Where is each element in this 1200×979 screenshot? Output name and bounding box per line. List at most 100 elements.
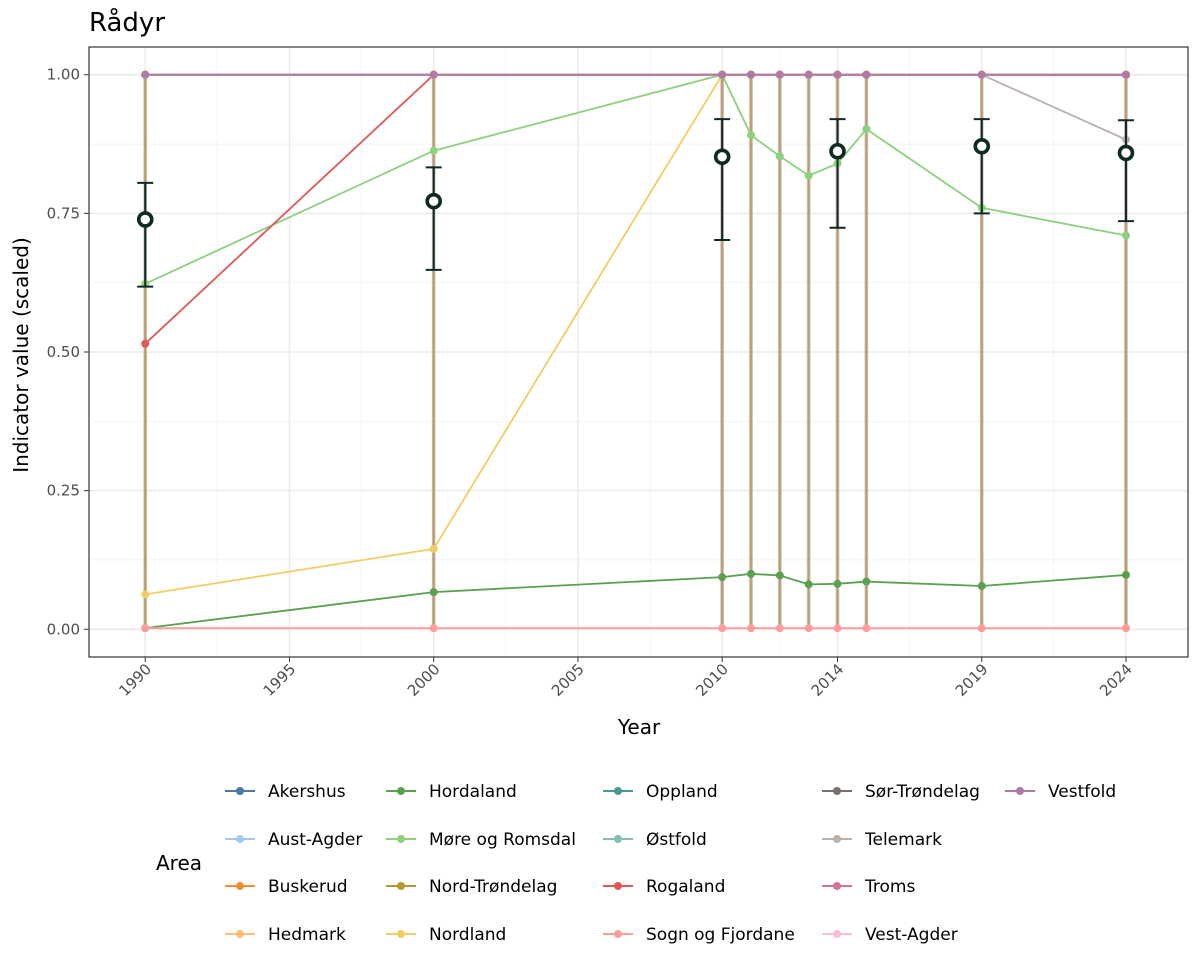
aggregate-point bbox=[973, 137, 991, 155]
legend-item: Hedmark bbox=[225, 925, 346, 945]
series-point bbox=[977, 582, 986, 591]
legend-item: Troms bbox=[822, 877, 915, 897]
aggregate-point bbox=[425, 192, 442, 210]
legend-key-point bbox=[833, 882, 841, 890]
chart-title: Rådyr bbox=[89, 7, 165, 38]
series-point bbox=[775, 152, 784, 161]
legend-label: Rogaland bbox=[646, 877, 725, 897]
legend-label: Hordaland bbox=[429, 782, 517, 802]
series-point bbox=[775, 571, 784, 580]
series-point bbox=[862, 624, 871, 633]
legend-key-point bbox=[614, 882, 622, 890]
legend-item: Nordland bbox=[386, 925, 506, 945]
x-axis-label: Year bbox=[617, 715, 661, 739]
legend-label: Buskerud bbox=[268, 877, 348, 897]
legend-item: Sogn og Fjordane bbox=[603, 925, 795, 945]
legend-item: Telemark bbox=[822, 830, 942, 850]
legend-key-point bbox=[833, 787, 841, 795]
legend-key-point bbox=[833, 835, 841, 843]
legend-label: Vest-Agder bbox=[865, 925, 958, 945]
y-tick-label: 1.00 bbox=[47, 66, 80, 84]
x-tick-label: 2000 bbox=[404, 660, 444, 700]
x-tick-label: 2014 bbox=[808, 660, 848, 700]
series-point bbox=[746, 70, 755, 79]
series-point bbox=[804, 624, 813, 633]
legend-label: Akershus bbox=[268, 782, 346, 802]
series-point bbox=[1121, 231, 1130, 240]
legend-key-point bbox=[236, 882, 244, 890]
series-point bbox=[833, 70, 842, 79]
y-tick-label: 0.75 bbox=[47, 204, 80, 222]
legend: Akershus Aust-Agder Buskerud Hedmark Hordala… bbox=[225, 782, 1116, 945]
legend-item: Østfold bbox=[603, 830, 707, 850]
series-point bbox=[1121, 70, 1130, 79]
legend-key-point bbox=[614, 835, 622, 843]
series-point bbox=[977, 624, 986, 633]
series-point bbox=[862, 70, 871, 79]
series-point bbox=[141, 624, 150, 633]
legend-key-point bbox=[397, 882, 405, 890]
legend-item: Buskerud bbox=[225, 877, 348, 897]
x-tick-label: 2024 bbox=[1096, 660, 1136, 700]
series-point bbox=[429, 544, 438, 553]
legend-item: Aust-Agder bbox=[225, 830, 362, 850]
series-point bbox=[1121, 570, 1130, 579]
y-tick-label: 0.50 bbox=[47, 343, 80, 361]
series-point bbox=[1121, 624, 1130, 633]
series-point bbox=[141, 70, 150, 79]
legend-key-point bbox=[614, 787, 622, 795]
legend-label: Aust-Agder bbox=[268, 830, 362, 850]
legend-label: Nordland bbox=[429, 925, 506, 945]
series-point bbox=[429, 146, 438, 155]
aggregate-point bbox=[829, 142, 846, 160]
series-point bbox=[775, 624, 784, 633]
plot-layer: 0.00 0.25 0.50 0.75 1.00 1990 1995 2000 2005 2010… bbox=[47, 46, 1189, 700]
legend-key-point bbox=[1016, 787, 1024, 795]
legend-key-point bbox=[614, 930, 622, 938]
legend-key-point bbox=[397, 835, 405, 843]
legend-label: Hedmark bbox=[268, 925, 346, 945]
series-line bbox=[145, 572, 1127, 630]
series-point bbox=[862, 577, 871, 586]
series-point bbox=[429, 588, 438, 597]
legend-label: Østfold bbox=[646, 830, 707, 850]
series-point bbox=[718, 70, 727, 79]
series-point bbox=[746, 624, 755, 633]
legend-item: Hordaland bbox=[386, 782, 517, 802]
series-point bbox=[862, 125, 871, 134]
legend-label: Sogn og Fjordane bbox=[646, 925, 795, 945]
series-point bbox=[775, 70, 784, 79]
y-axis-label: Indicator value (scaled) bbox=[9, 237, 33, 473]
legend-label: Møre og Romsdal bbox=[429, 830, 576, 850]
series-point bbox=[718, 624, 727, 633]
legend-key-point bbox=[833, 930, 841, 938]
series-point bbox=[746, 569, 755, 578]
legend-key-point bbox=[236, 787, 244, 795]
series-line bbox=[144, 73, 1127, 285]
aggregate-point bbox=[1117, 144, 1135, 162]
series-point bbox=[746, 131, 755, 140]
series-point bbox=[977, 70, 986, 79]
legend-key-point bbox=[236, 835, 244, 843]
legend-item: Vestfold bbox=[1005, 782, 1116, 802]
x-tick-label: 2010 bbox=[692, 660, 732, 700]
x-tick-label: 2019 bbox=[952, 660, 992, 700]
legend-item: Nord-Trøndelag bbox=[386, 877, 557, 897]
legend-item: Rogaland bbox=[603, 877, 725, 897]
series-point bbox=[804, 171, 813, 180]
legend-key-point bbox=[397, 930, 405, 938]
legend-label: Telemark bbox=[864, 830, 942, 850]
series-point bbox=[833, 579, 842, 588]
series-point bbox=[804, 70, 813, 79]
series-point bbox=[718, 573, 727, 582]
y-tick-label: 0.25 bbox=[47, 482, 80, 500]
legend-label: Troms bbox=[864, 877, 915, 897]
legend-item: Sør-Trøndelag bbox=[822, 782, 980, 802]
legend-item: Møre og Romsdal bbox=[386, 830, 576, 850]
y-tick-label: 0.00 bbox=[47, 620, 80, 638]
series-point bbox=[429, 624, 438, 633]
aggregate-point bbox=[713, 148, 731, 166]
series-point bbox=[804, 580, 813, 589]
legend-item: Vest-Agder bbox=[822, 925, 958, 945]
